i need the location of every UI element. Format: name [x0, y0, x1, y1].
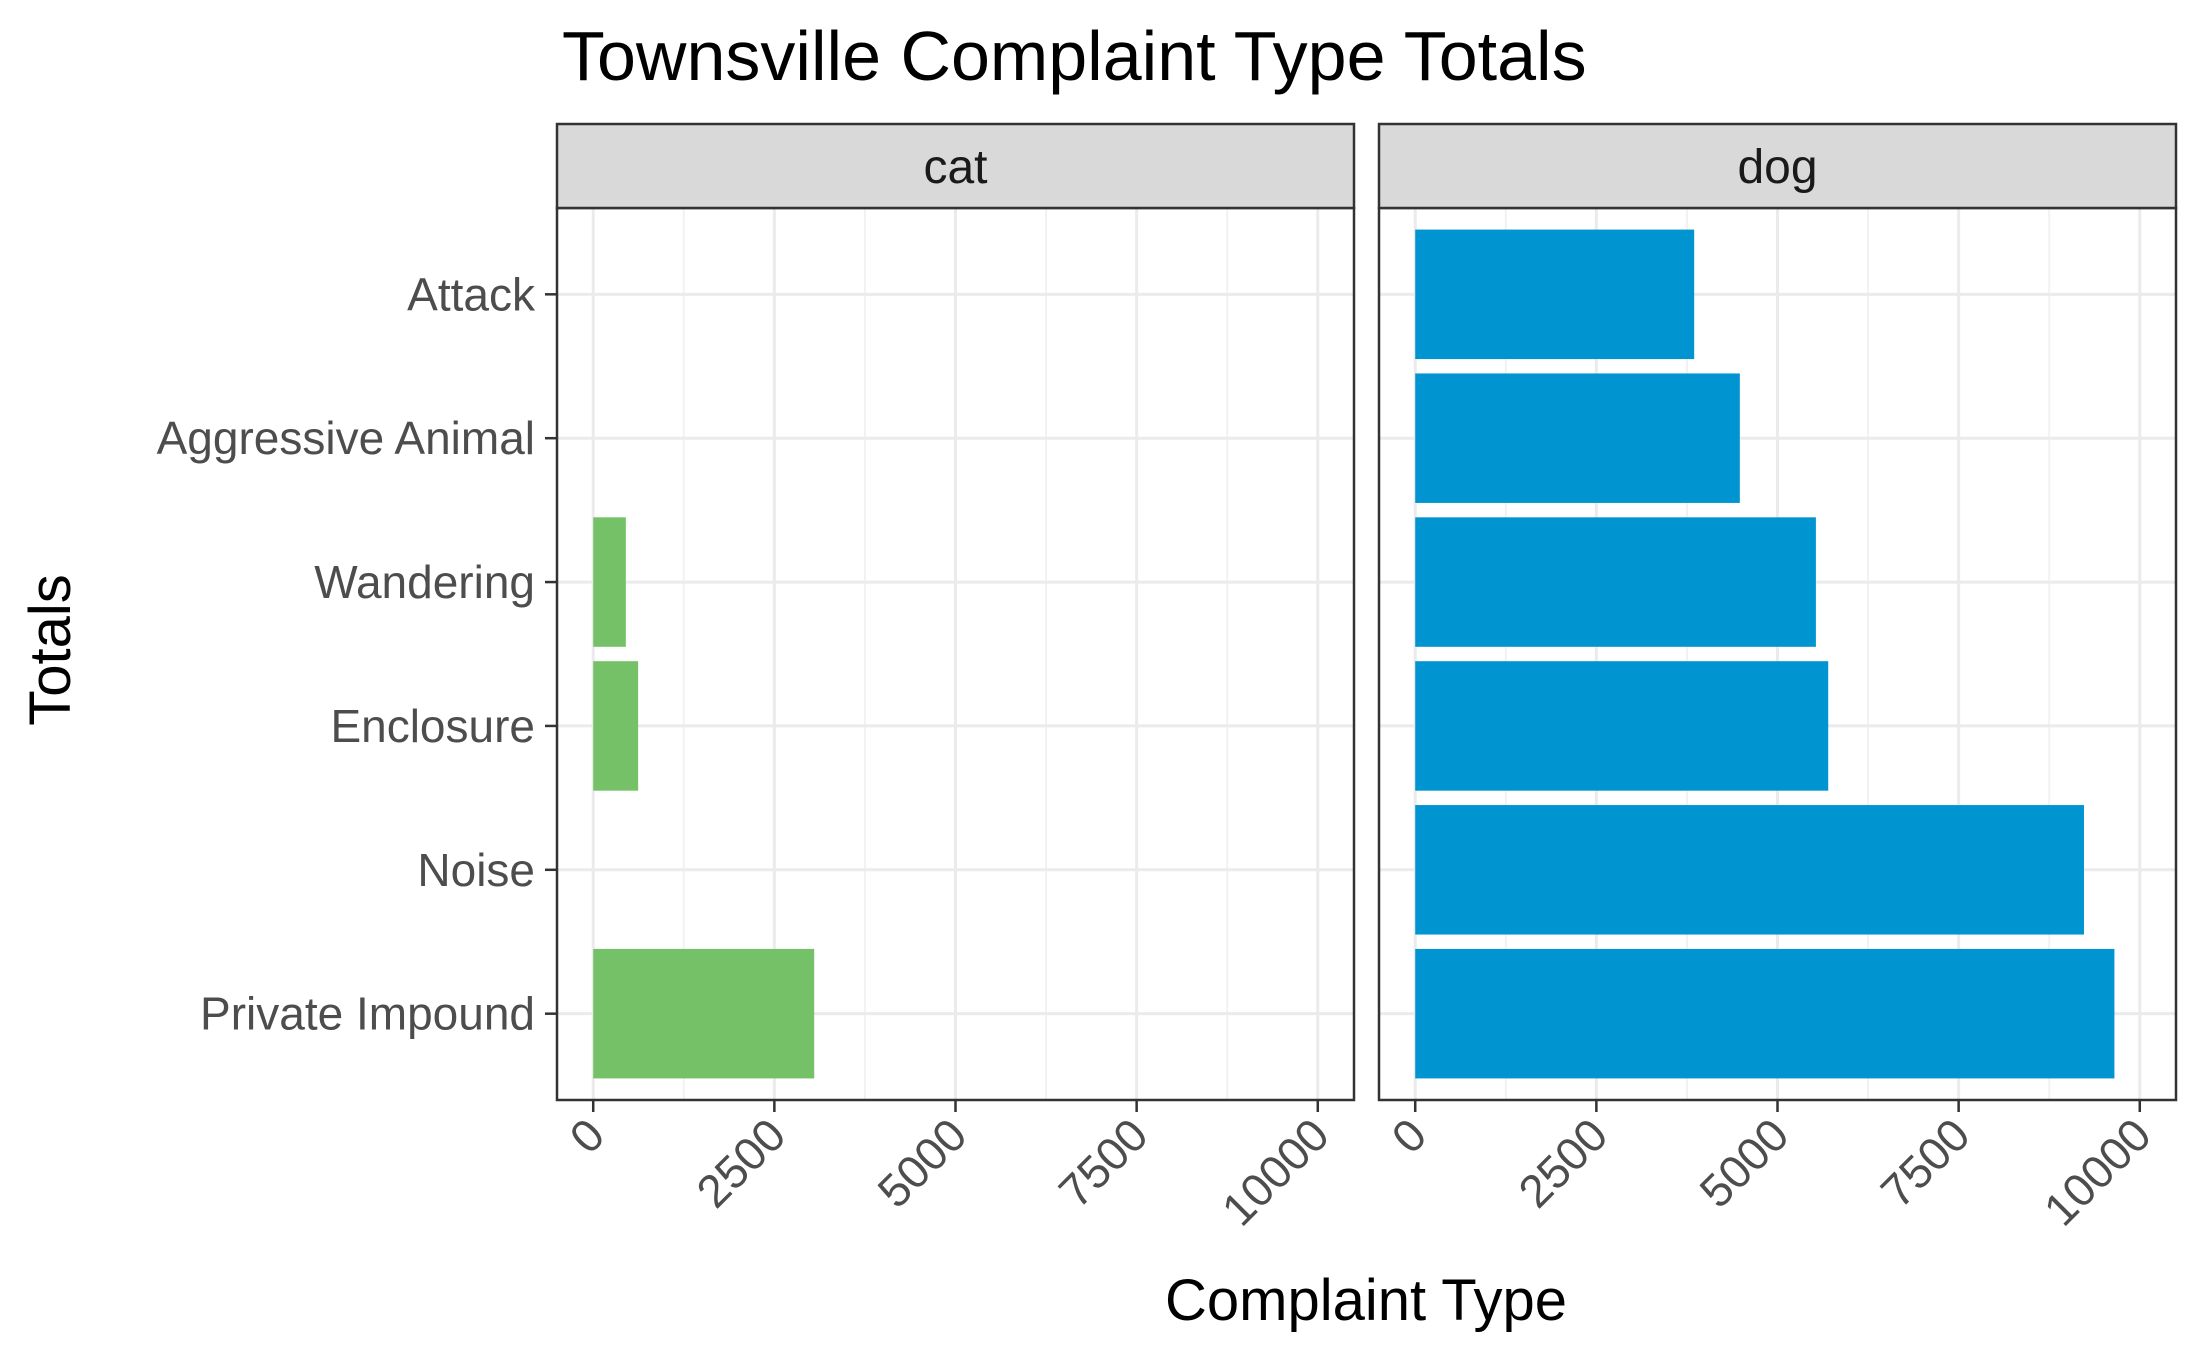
x-tick-label: 7500: [1871, 1108, 1980, 1217]
y-tick-label: Private Impound: [200, 988, 535, 1040]
x-tick-label: 5000: [1689, 1108, 1798, 1217]
x-tick-label: 0: [559, 1108, 614, 1163]
x-tick-label: 7500: [1049, 1108, 1158, 1217]
bar-cat-wandering: [593, 517, 626, 647]
facet-label: dog: [1737, 141, 1817, 194]
x-tick-label: 10000: [1212, 1108, 1339, 1235]
facet-strip: [555, 122, 1356, 210]
y-tick-label: Attack: [407, 268, 536, 320]
x-axis-title: Complaint Type: [1165, 1268, 1567, 1333]
chart-title: Townsville Complaint Type Totals: [562, 17, 1587, 95]
bar-dog-noise: [1415, 805, 2084, 935]
bar-dog-wandering: [1415, 517, 1816, 647]
x-tick-label: 2500: [1508, 1108, 1617, 1217]
facet-label: cat: [923, 141, 987, 194]
panel-dog: dog 0 2500 5000 7500 10000: [1377, 122, 2178, 1236]
chart-panels: cat 0 2500 5000 7500 10000 dog 0 2500 5000 7500 100…: [555, 122, 2178, 1236]
x-tick-label: 10000: [2034, 1108, 2161, 1235]
y-axis: Attack Aggressive Animal Wandering Enclosur…: [157, 268, 557, 1040]
bar-dog-private-impound: [1415, 948, 2115, 1079]
bar-cat-enclosure: [593, 661, 639, 791]
y-tick-label: Noise: [417, 844, 535, 896]
y-tick-label: Wandering: [314, 556, 535, 608]
x-tick-label: 0: [1381, 1108, 1436, 1163]
y-tick-label: Aggressive Animal: [157, 412, 535, 464]
bar-cat-private-impound: [593, 948, 815, 1079]
x-tick-label: 2500: [686, 1108, 795, 1217]
facet-strip: [1377, 122, 2178, 210]
bar-dog-aggressive-animal: [1415, 373, 1740, 503]
panel-cat: cat 0 2500 5000 7500 10000: [555, 122, 1356, 1236]
y-axis-title: Totals: [18, 574, 83, 726]
y-tick-label: Enclosure: [330, 700, 535, 752]
bar-dog-attack: [1415, 229, 1695, 360]
x-tick-label: 5000: [867, 1108, 976, 1217]
bar-dog-enclosure: [1415, 661, 1829, 791]
